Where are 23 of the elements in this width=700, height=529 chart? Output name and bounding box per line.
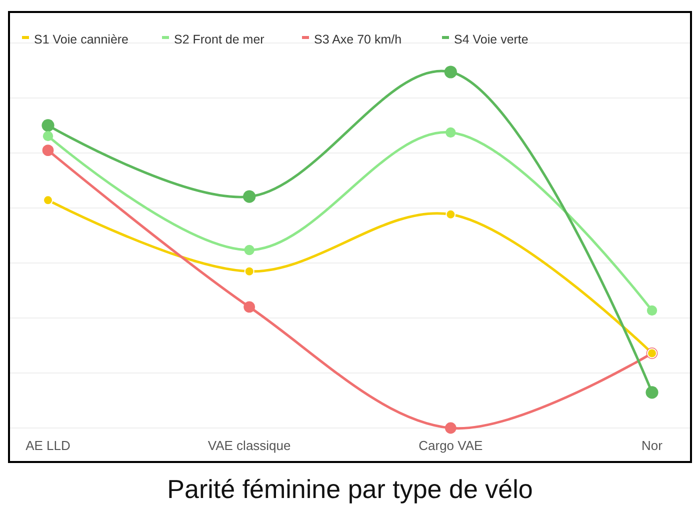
point [42, 119, 54, 132]
point [42, 130, 54, 142]
point [646, 305, 658, 316]
text: Parité féminine par type de vélo [167, 474, 533, 504]
x-tick-label: VAE classique [208, 438, 291, 453]
point [446, 209, 456, 220]
point [243, 190, 256, 203]
legend-label: S1 Voie cannière [34, 32, 129, 46]
legend-label: S3 Axe 70 km/h [314, 32, 402, 46]
x-tick-label: Cargo VAE [418, 438, 484, 453]
point [42, 144, 54, 156]
x-tick-label: Nor [642, 438, 664, 453]
point [244, 301, 256, 313]
point [444, 66, 457, 78]
legend-label: S4 Voie verte [454, 32, 528, 46]
point [244, 244, 254, 256]
legend-label: S2 Front de mer [174, 32, 264, 46]
point [444, 422, 456, 434]
point [244, 266, 254, 276]
point [43, 195, 53, 206]
x-tick-label: AE LLD [26, 438, 70, 453]
point [446, 127, 456, 138]
point [646, 386, 658, 399]
